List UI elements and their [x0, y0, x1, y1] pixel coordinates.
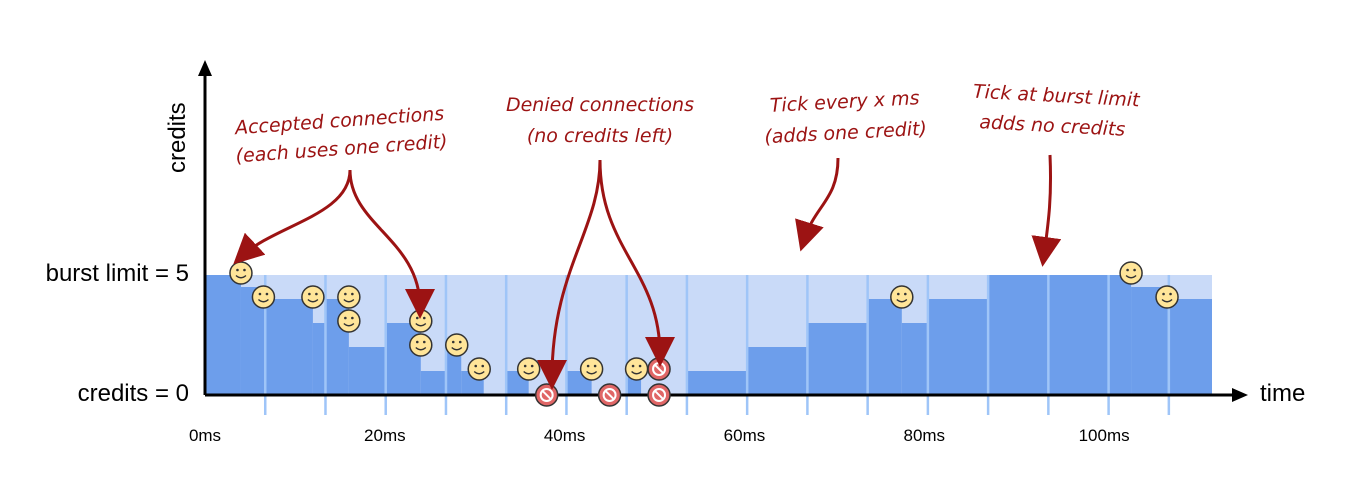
annotation-denied-line1: Denied connections: [506, 94, 694, 116]
credit-step: [445, 347, 462, 395]
arrow-to-later-accepted-icon: [348, 169, 435, 319]
accepted-smiley-icon: [409, 309, 433, 333]
x-axis-label: time: [1260, 380, 1305, 407]
y-axis-arrow-icon: [198, 60, 212, 76]
x-tick-labels: 0ms 20ms 40ms 60ms 80ms 100ms: [189, 426, 1130, 445]
credit-step: [927, 299, 989, 395]
arrow-to-last-denied-icon: [598, 159, 675, 367]
connection-markers: [229, 261, 1179, 407]
arrow-to-tick-icon: [795, 157, 840, 252]
x-tick-label: 60ms: [724, 426, 766, 445]
credit-step: [312, 323, 326, 395]
x-tick-label: 0ms: [189, 426, 221, 445]
accepted-smiley-icon: [890, 285, 914, 309]
accepted-smiley-icon: [1119, 261, 1143, 285]
accepted-smiley-icon: [337, 285, 361, 309]
x-axis-arrow-icon: [1232, 388, 1248, 402]
denied-icon: [647, 383, 671, 407]
x-tick-label: 20ms: [364, 426, 406, 445]
denied-icon: [534, 383, 559, 407]
accepted-smiley-icon: [1155, 285, 1179, 309]
credit-step: [348, 347, 385, 395]
credits-zero-label: credits = 0: [78, 380, 189, 407]
accepted-smiley-icon: [409, 333, 433, 357]
credit-step: [686, 371, 748, 395]
accepted-smiley-icon: [516, 357, 541, 381]
y-axis-label: credits: [164, 102, 191, 173]
annotation-tick-line2: (adds one credit): [764, 118, 928, 148]
annotation-tick-line1: Tick every x ms: [769, 87, 920, 117]
x-tick-label: 100ms: [1079, 426, 1130, 445]
burst-limit-label: burst limit = 5: [46, 260, 189, 287]
credit-step: [747, 347, 808, 395]
accepted-smiley-icon: [579, 357, 604, 381]
arrow-to-first-accepted-icon: [233, 169, 352, 265]
credit-step: [1167, 299, 1212, 395]
annotation-burst-line2: adds no credits: [979, 111, 1126, 141]
arrow-to-burst-tick-icon: [1031, 154, 1062, 267]
x-tick-label: 80ms: [903, 426, 945, 445]
credit-steps: [205, 275, 1212, 395]
credit-step: [867, 299, 902, 395]
x-tick-label: 40ms: [544, 426, 586, 445]
credit-step: [205, 275, 241, 395]
credit-step: [901, 323, 928, 395]
annotation-tick: Tick every x ms (adds one credit): [764, 87, 928, 252]
arrow-to-first-denied-icon: [537, 159, 602, 390]
accepted-smiley-icon: [251, 285, 276, 309]
annotation-burst: Tick at burst limit adds no credits: [973, 81, 1142, 267]
credit-step: [265, 299, 313, 395]
accepted-smiley-icon: [467, 357, 491, 381]
credit-step: [420, 371, 446, 395]
accepted-smiley-icon: [337, 309, 361, 333]
accepted-smiley-icon: [229, 261, 253, 285]
annotation-denied-line2: (no credits left): [527, 125, 673, 147]
annotation-burst-line1: Tick at burst limit: [973, 81, 1142, 112]
accepted-smiley-icon: [624, 357, 649, 381]
accepted-smiley-icon: [445, 333, 469, 357]
accepted-smiley-icon: [301, 285, 325, 309]
credit-step: [384, 323, 421, 395]
credit-step: [988, 275, 1132, 395]
credit-step: [807, 323, 868, 395]
annotation-denied: Denied connections (no credits left): [506, 94, 694, 390]
denied-icon: [597, 383, 622, 407]
denied-icon: [647, 357, 671, 381]
